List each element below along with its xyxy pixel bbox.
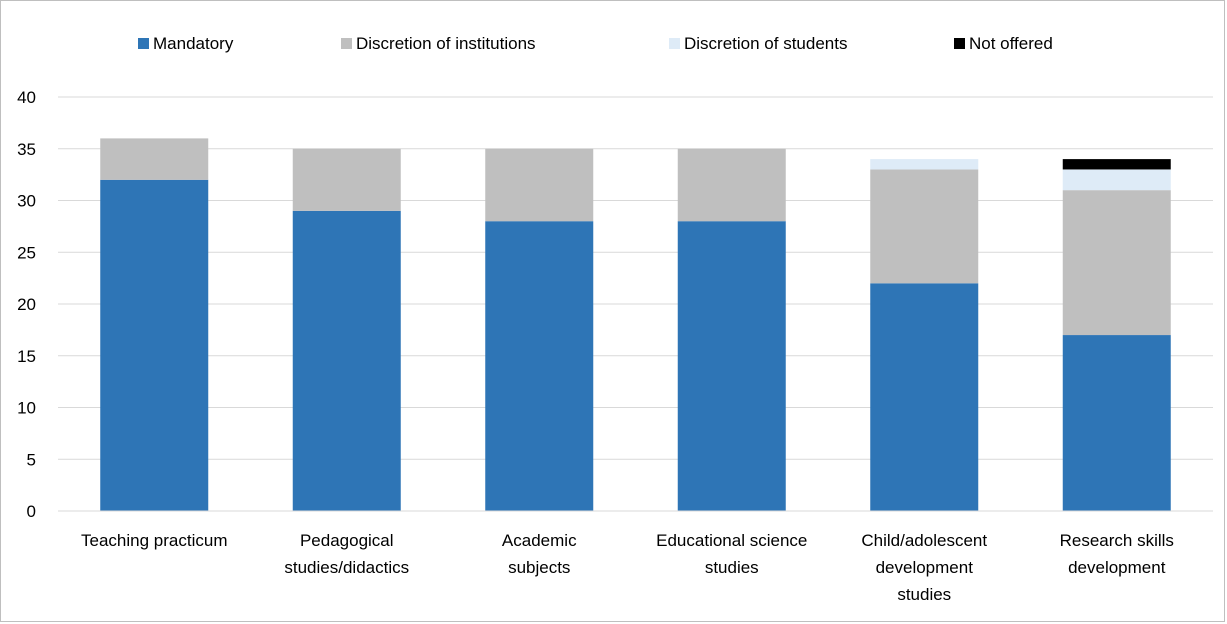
legend: Mandatory Discretion of institutions Discr…: [138, 34, 1053, 53]
x-tick-label: Pedagogical: [300, 531, 394, 550]
x-tick-label: Academic: [502, 531, 577, 550]
y-tick-label: 15: [17, 347, 36, 366]
bar-segment-discretion-of-institutions: [100, 138, 209, 180]
bars: [100, 138, 1171, 512]
legend-label: Mandatory: [153, 34, 234, 53]
legend-swatch: [669, 38, 680, 49]
y-tick-label: 10: [17, 399, 36, 418]
bar-segment-not-offered: [1062, 159, 1171, 170]
legend-swatch: [954, 38, 965, 49]
bar-segment-mandatory: [485, 221, 594, 511]
y-tick-label: 0: [27, 502, 36, 521]
x-tick-label: Child/adolescent: [861, 531, 987, 550]
gridlines: [58, 96, 1213, 460]
x-tick-label: Educational science: [656, 531, 807, 550]
x-tick-label: studies/didactics: [284, 558, 409, 577]
y-tick-label: 25: [17, 243, 36, 262]
legend-swatch: [341, 38, 352, 49]
y-tick-label: 20: [17, 295, 36, 314]
bar-segment-discretion-of-students: [870, 159, 979, 170]
axes: 0 5 10 15 20 25 30 35 40 Teaching practicum Pedago…: [17, 88, 1213, 604]
bar-segment-mandatory: [100, 179, 209, 512]
bar-segment-discretion-of-institutions: [292, 148, 401, 211]
bar-segment-mandatory: [292, 210, 401, 511]
x-tick-label: studies: [705, 558, 759, 577]
bar-segment-discretion-of-institutions: [1062, 190, 1171, 336]
bar-segment-discretion-of-institutions: [677, 148, 786, 222]
x-tick-label: subjects: [508, 558, 570, 577]
x-tick-label: development: [1068, 558, 1166, 577]
y-tick-label: 35: [17, 140, 36, 159]
bar-segment-discretion-of-institutions: [485, 148, 594, 222]
x-tick-label: Teaching practicum: [81, 531, 227, 550]
bar-segment-mandatory: [870, 283, 979, 511]
bar-segment-discretion-of-institutions: [870, 169, 979, 284]
y-tick-label: 40: [17, 88, 36, 107]
bar-segment-discretion-of-students: [1062, 169, 1171, 191]
bar-segment-mandatory: [677, 221, 786, 511]
x-tick-label: Research skills: [1060, 531, 1174, 550]
legend-label: Discretion of students: [684, 34, 847, 53]
legend-label: Not offered: [969, 34, 1053, 53]
legend-label: Discretion of institutions: [356, 34, 536, 53]
bar-segment-mandatory: [1062, 335, 1171, 511]
x-tick-label: development: [876, 558, 974, 577]
x-tick-label: studies: [897, 585, 951, 604]
y-tick-label: 30: [17, 192, 36, 211]
y-tick-label: 5: [27, 450, 36, 469]
legend-swatch: [138, 38, 149, 49]
